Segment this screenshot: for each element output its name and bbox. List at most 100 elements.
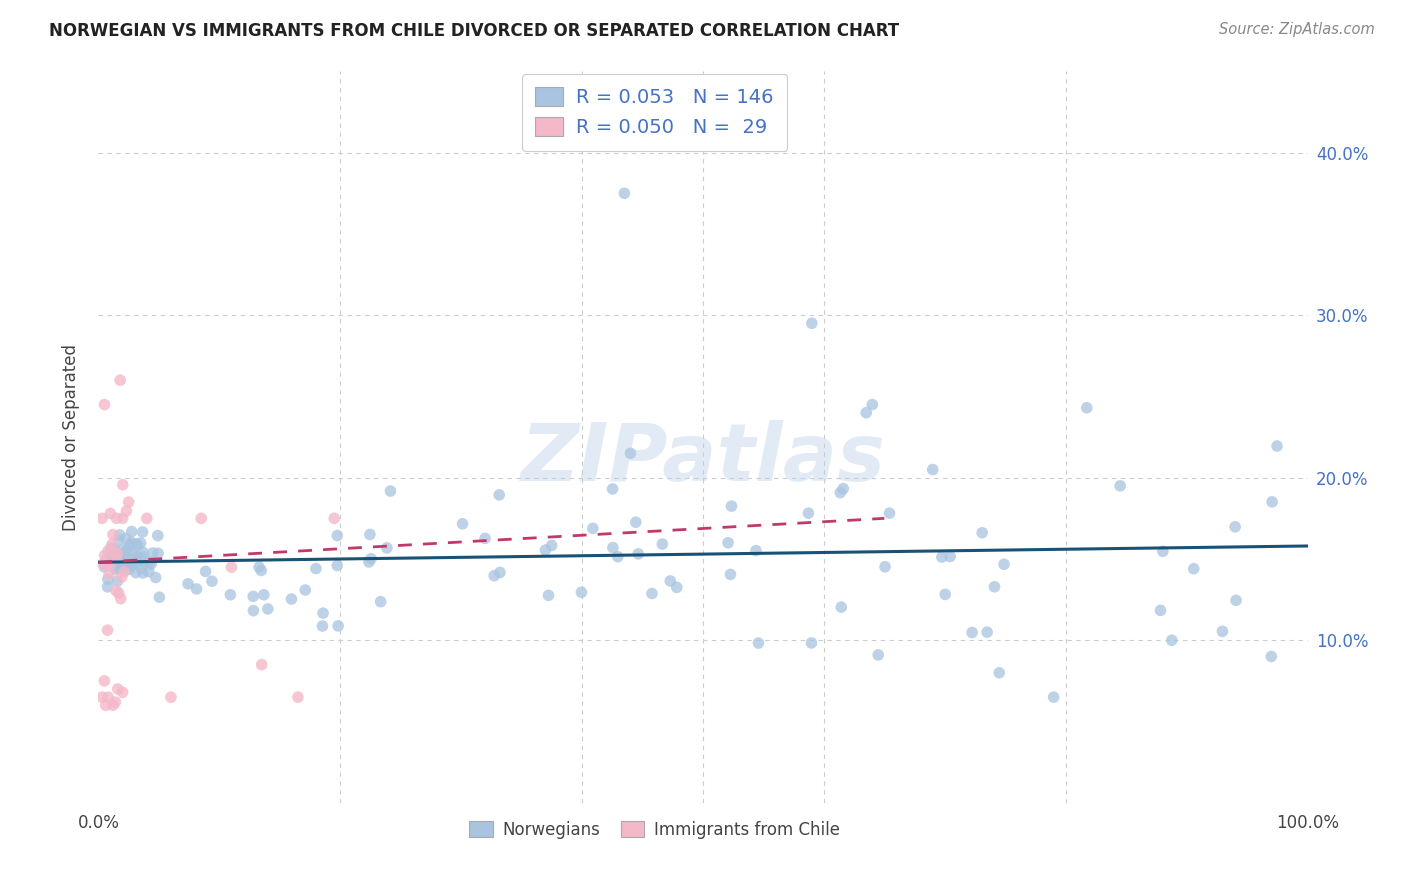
Point — [800, 636, 823, 650]
Point — [931, 549, 953, 564]
Point — [375, 541, 398, 555]
Point — [488, 488, 510, 502]
Point — [960, 625, 983, 640]
Point — [720, 567, 742, 582]
Point — [98, 558, 121, 573]
Point — [115, 554, 138, 568]
Point — [311, 619, 333, 633]
Point — [370, 594, 392, 608]
Point — [94, 698, 117, 713]
Point — [96, 580, 118, 594]
Point — [148, 591, 170, 605]
Point — [294, 582, 316, 597]
Point — [1182, 562, 1205, 576]
Point — [326, 619, 349, 633]
Point — [114, 548, 136, 562]
Point — [201, 574, 224, 589]
Point — [121, 547, 143, 561]
Point — [107, 681, 129, 696]
Point — [115, 532, 138, 546]
Point — [745, 543, 768, 558]
Point — [1160, 633, 1182, 648]
Point — [100, 541, 122, 555]
Point — [125, 549, 148, 564]
Point — [641, 586, 664, 600]
Point — [855, 406, 877, 420]
Point — [101, 537, 124, 551]
Point — [312, 606, 335, 620]
Point — [121, 558, 143, 572]
Point — [221, 560, 243, 574]
Point — [108, 373, 131, 387]
Point — [602, 482, 624, 496]
Point — [118, 540, 141, 554]
Point — [860, 398, 883, 412]
Point — [98, 566, 121, 581]
Point — [93, 549, 115, 563]
Point — [934, 587, 956, 601]
Point — [186, 582, 208, 596]
Point — [624, 515, 647, 529]
Point — [1211, 624, 1233, 639]
Point — [360, 551, 382, 566]
Point — [112, 563, 135, 577]
Point — [93, 560, 115, 574]
Point — [104, 562, 127, 576]
Point — [132, 549, 155, 564]
Point — [160, 690, 183, 705]
Point — [101, 527, 124, 541]
Point — [115, 504, 138, 518]
Point — [112, 565, 135, 579]
Point — [250, 657, 273, 672]
Point — [129, 536, 152, 550]
Point — [114, 563, 136, 577]
Point — [105, 546, 128, 560]
Text: Source: ZipAtlas.com: Source: ZipAtlas.com — [1219, 22, 1375, 37]
Point — [100, 548, 122, 562]
Point — [121, 535, 143, 549]
Point — [111, 477, 134, 491]
Point — [253, 588, 276, 602]
Point — [97, 572, 120, 586]
Point — [146, 546, 169, 560]
Point — [242, 590, 264, 604]
Point — [132, 555, 155, 569]
Point — [132, 566, 155, 580]
Point — [247, 560, 270, 574]
Point — [120, 537, 142, 551]
Point — [993, 558, 1015, 572]
Point — [534, 543, 557, 558]
Point — [112, 546, 135, 560]
Point — [93, 673, 115, 688]
Point — [118, 540, 141, 554]
Point — [100, 507, 122, 521]
Point — [110, 550, 132, 565]
Point — [125, 549, 148, 564]
Point — [613, 186, 636, 201]
Point — [105, 583, 128, 598]
Point — [131, 524, 153, 539]
Point — [114, 545, 136, 559]
Point — [97, 544, 120, 558]
Point — [489, 566, 512, 580]
Point — [107, 574, 129, 588]
Point — [104, 550, 127, 565]
Point — [96, 553, 118, 567]
Point — [571, 585, 593, 599]
Point — [1042, 690, 1064, 705]
Point — [747, 636, 769, 650]
Point — [139, 557, 162, 571]
Point — [830, 600, 852, 615]
Point — [108, 561, 131, 575]
Point — [96, 623, 118, 637]
Point — [91, 690, 114, 705]
Point — [1223, 520, 1246, 534]
Point — [242, 604, 264, 618]
Point — [101, 698, 124, 713]
Point — [1261, 495, 1284, 509]
Point — [537, 588, 560, 602]
Point — [135, 511, 157, 525]
Point — [132, 545, 155, 559]
Point — [145, 570, 167, 584]
Point — [474, 532, 496, 546]
